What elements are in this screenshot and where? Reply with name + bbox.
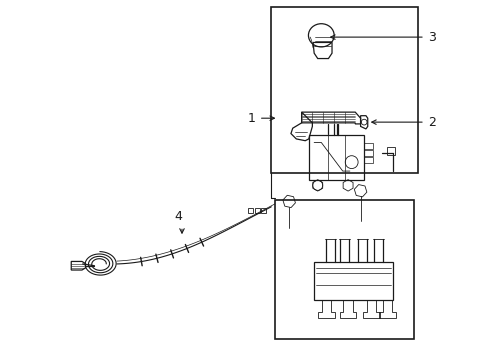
Text: 1: 1 [247, 112, 255, 125]
Bar [261, 207, 265, 213]
Bar [364, 143, 372, 149]
Bar [247, 207, 253, 213]
Bar [254, 207, 259, 213]
Text: 4: 4 [174, 210, 182, 223]
Bar [364, 157, 372, 163]
Bar [364, 150, 372, 156]
Text: 3: 3 [427, 31, 435, 44]
Text: 2: 2 [427, 116, 435, 129]
Bar [313, 262, 392, 300]
Bar [274, 200, 413, 339]
Bar [308, 135, 364, 180]
Bar [271, 7, 417, 173]
Bar [386, 147, 394, 155]
